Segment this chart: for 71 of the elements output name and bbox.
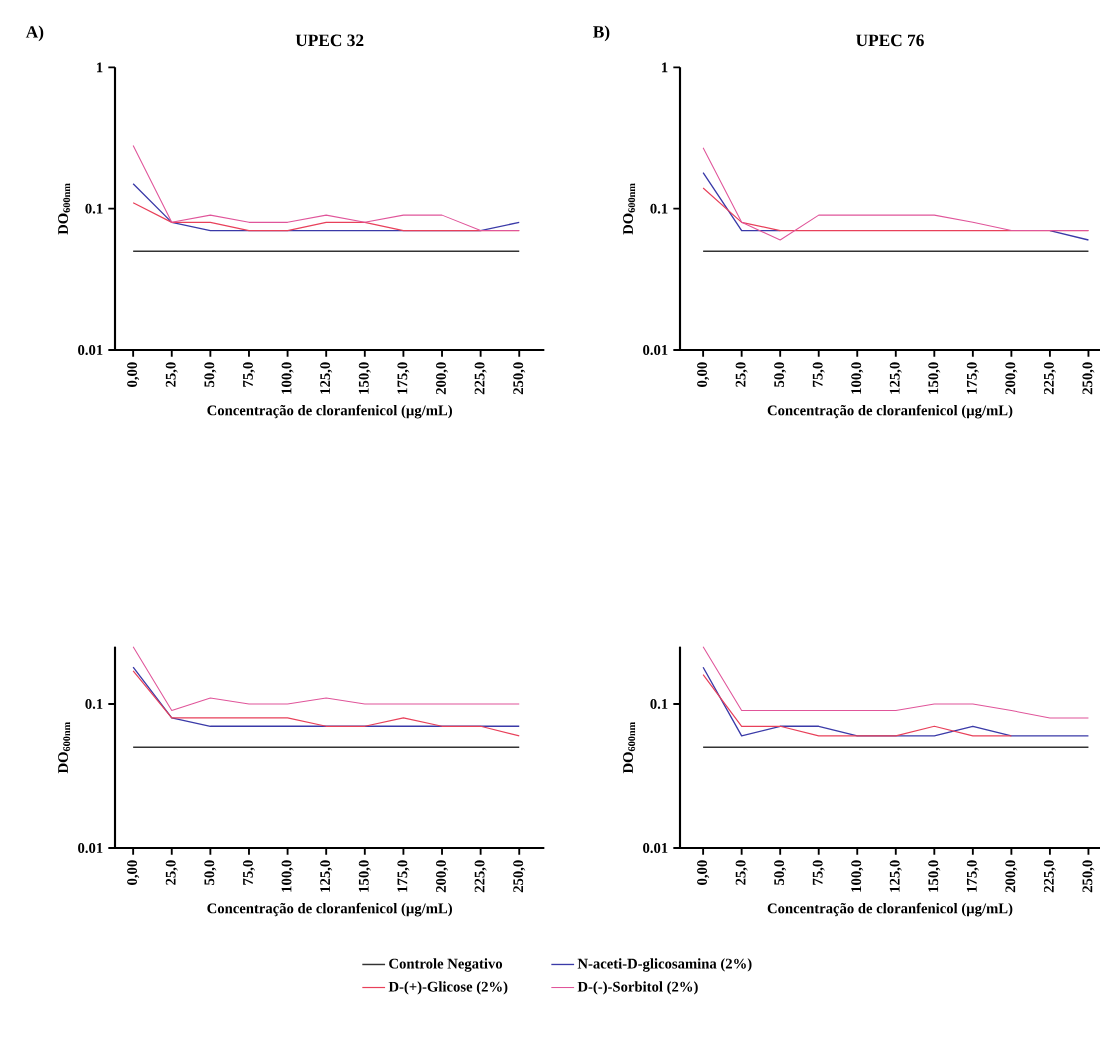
- y-axis-title: DO$_{600nm}$: [58, 721, 71, 774]
- x-tick-label: 225,0: [474, 860, 487, 893]
- x-tick-label: 100,0: [851, 860, 864, 892]
- x-tick-label: 0,00: [697, 362, 710, 387]
- x-tick-label: 175,0: [966, 362, 979, 394]
- x-tick-label: 125,0: [320, 362, 333, 394]
- chart-title: UPEC 32: [295, 34, 364, 47]
- x-tick-label: 100,0: [851, 362, 864, 394]
- x-tick-label: 100,0: [281, 362, 294, 394]
- x-axis-title: Concentração de cloranfenicol (µg/mL): [767, 404, 1013, 419]
- x-tick-label: 25,0: [165, 860, 178, 885]
- x-axis-title: Concentração de cloranfenicol (µg/mL): [207, 404, 452, 419]
- x-tick-label: 250,0: [1082, 362, 1095, 395]
- x-tick-label: 75,0: [242, 362, 255, 387]
- x-tick-label: 25,0: [735, 362, 748, 387]
- x-tick-label: 250,0: [513, 362, 526, 395]
- text: B): [593, 25, 610, 42]
- x-tick-label: 200,0: [1005, 860, 1018, 893]
- legend-label: D-(-)-Sorbitol (2%): [577, 981, 698, 995]
- y-axis-title: DO$_{600nm}$: [623, 183, 636, 235]
- y-tick-label: 0.1: [650, 698, 668, 709]
- x-tick-label: 200,0: [436, 860, 449, 893]
- x-tick-label: 225,0: [1043, 362, 1056, 395]
- x-tick-label: 125,0: [889, 860, 902, 892]
- x-axis-title: Concentração de cloranfenicol (µg/mL): [767, 902, 1013, 917]
- y-tick-label: 0.01: [78, 345, 103, 355]
- legend-label: D-(+)-Glicose (2%): [388, 981, 508, 995]
- x-tick-label: 175,0: [966, 860, 979, 892]
- x-tick-label: 75,0: [812, 362, 825, 387]
- x-tick-label: 75,0: [242, 860, 255, 885]
- x-tick-label: 25,0: [165, 362, 178, 387]
- y-tick-label: 0.1: [650, 203, 668, 214]
- line-series: [132, 144, 520, 232]
- chart-title: UPEC 76: [856, 34, 924, 47]
- x-tick-label: 0,00: [127, 362, 140, 387]
- x-tick-label: 0,00: [697, 860, 710, 885]
- y-tick-label: 0.01: [78, 843, 103, 853]
- x-tick-label: 175,0: [397, 362, 410, 394]
- x-tick-label: 200,0: [1005, 362, 1018, 395]
- y-tick-label: 0.1: [85, 203, 103, 214]
- text: A): [25, 25, 44, 42]
- x-tick-label: 200,0: [436, 362, 449, 395]
- x-tick-label: 150,0: [358, 362, 371, 394]
- x-tick-label: 50,0: [204, 362, 217, 387]
- x-tick-label: 25,0: [735, 860, 748, 885]
- x-tick-label: 250,0: [1082, 860, 1095, 893]
- x-tick-label: 225,0: [1043, 860, 1056, 893]
- x-tick-label: 75,0: [812, 860, 825, 885]
- y-axis-title: DO$_{600nm}$: [58, 183, 71, 235]
- x-tick-label: 250,0: [513, 860, 526, 893]
- y-tick-label: 0.1: [85, 698, 103, 709]
- legend-label: Controle Negativo: [389, 958, 503, 972]
- y-axis-title: DO$_{600nm}$: [623, 721, 636, 774]
- x-tick-label: 50,0: [774, 860, 787, 885]
- y-tick-label: 1: [662, 62, 668, 73]
- y-tick-label: 0.01: [643, 843, 668, 853]
- x-tick-label: 150,0: [358, 860, 371, 892]
- x-tick-label: 175,0: [397, 860, 410, 892]
- x-tick-label: 125,0: [320, 860, 333, 892]
- x-tick-label: 225,0: [474, 362, 487, 395]
- x-tick-label: 50,0: [774, 362, 787, 387]
- x-tick-label: 50,0: [204, 860, 217, 885]
- x-tick-label: 150,0: [928, 362, 941, 394]
- x-axis-title: Concentração de cloranfenicol (µg/mL): [207, 902, 452, 917]
- y-tick-label: 1: [97, 62, 103, 73]
- x-tick-label: 150,0: [928, 860, 941, 892]
- x-tick-label: 125,0: [889, 362, 902, 394]
- y-tick-label: 0.01: [643, 345, 668, 355]
- x-tick-label: 0,00: [127, 860, 140, 885]
- legend-label: N-aceti-D-glicosamina (2%): [577, 958, 752, 972]
- x-tick-label: 100,0: [281, 860, 294, 892]
